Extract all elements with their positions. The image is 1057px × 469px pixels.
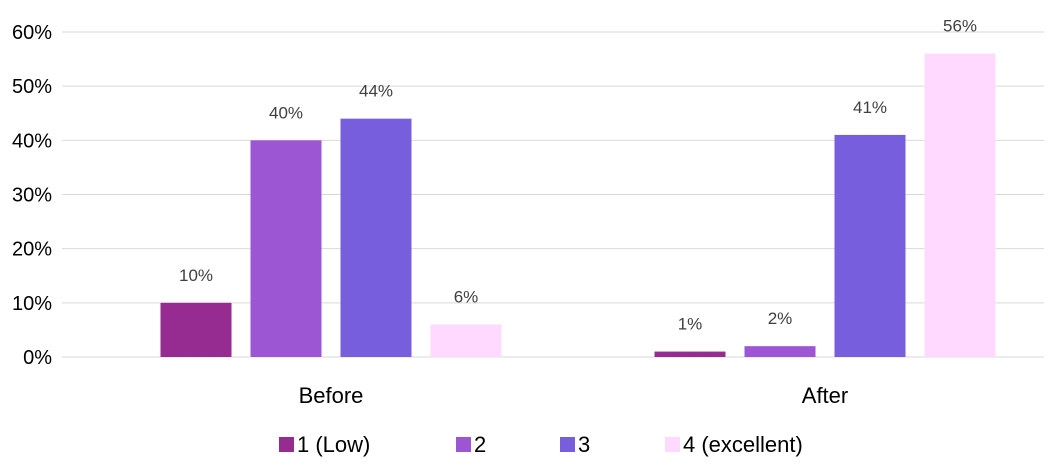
y-tick-label: 50%: [12, 76, 52, 98]
legend-swatch: [456, 437, 471, 452]
data-label: 2%: [768, 309, 793, 328]
y-tick-label: 40%: [12, 130, 52, 152]
data-label: 56%: [943, 17, 977, 36]
legend-label: 3: [578, 432, 590, 457]
y-tick-label: 30%: [12, 185, 52, 207]
bar-after-series-2: [744, 346, 816, 357]
legend-swatch: [279, 437, 294, 452]
legend-label: 4 (excellent): [683, 432, 803, 457]
legend-swatch: [665, 437, 680, 452]
bar-after-series-4: [924, 53, 996, 358]
legend: 1 (Low) 2 3 4 (excellent): [279, 432, 803, 457]
data-label: 40%: [269, 103, 303, 122]
legend-label: 1 (Low): [297, 432, 370, 457]
data-label: 6%: [454, 288, 479, 307]
bar-before-series-2: [250, 140, 322, 357]
bar-before-series-3: [340, 118, 412, 358]
y-axis-tick-labels: 0% 10% 20% 30% 40% 50% 60%: [12, 22, 52, 369]
bar-before-series-1: [160, 302, 232, 357]
x-axis-category-labels: Before After: [299, 383, 849, 408]
data-label: 1%: [678, 315, 703, 334]
data-label: 44%: [359, 82, 393, 101]
legend-label: 2: [474, 432, 486, 457]
bar-before-series-4: [430, 324, 502, 357]
bar-after-series-1: [654, 351, 726, 357]
data-labels: 10% 40% 44% 6% 1% 2% 41% 56%: [179, 17, 977, 334]
legend-swatch: [560, 437, 575, 452]
data-label: 10%: [179, 266, 213, 285]
x-category-label: After: [802, 383, 848, 408]
data-label: 41%: [853, 98, 887, 117]
y-tick-label: 20%: [12, 239, 52, 261]
bars: [160, 53, 996, 358]
bar-after-series-3: [834, 134, 906, 357]
y-tick-label: 60%: [12, 22, 52, 44]
y-tick-label: 10%: [12, 293, 52, 315]
x-category-label: Before: [299, 383, 364, 408]
y-tick-label: 0%: [23, 347, 52, 369]
